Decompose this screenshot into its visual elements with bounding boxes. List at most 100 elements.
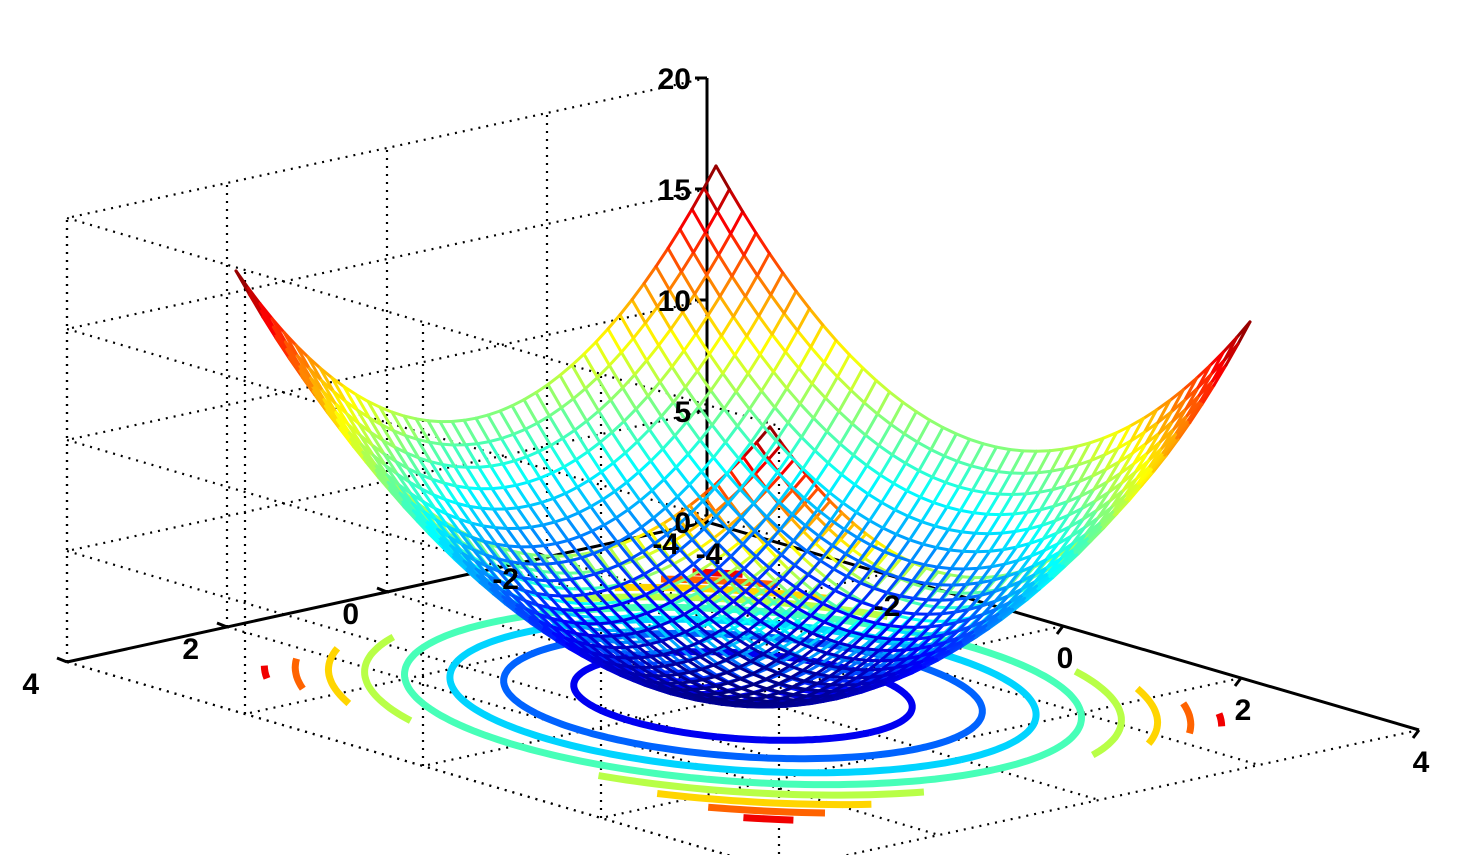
mesh-segment bbox=[610, 419, 626, 434]
mesh-segment bbox=[876, 636, 893, 641]
mesh-segment bbox=[595, 550, 610, 570]
mesh-segment bbox=[828, 491, 845, 505]
mesh-segment bbox=[554, 542, 571, 563]
mesh-segment bbox=[513, 455, 529, 463]
mesh-segment bbox=[783, 619, 800, 633]
mesh-segment bbox=[746, 619, 762, 632]
mesh-segment bbox=[1061, 445, 1078, 451]
mesh-segment bbox=[630, 572, 646, 582]
mesh-segment bbox=[836, 613, 852, 629]
mesh-segment bbox=[393, 445, 410, 470]
mesh-segment bbox=[868, 519, 885, 530]
mesh-segment bbox=[585, 419, 602, 444]
mesh-segment bbox=[1000, 530, 1017, 535]
mesh-segment bbox=[698, 655, 716, 667]
mesh-segment bbox=[617, 563, 634, 582]
mesh-segment bbox=[826, 655, 842, 668]
mesh-segment bbox=[582, 591, 598, 597]
mesh-segment bbox=[493, 526, 509, 530]
mesh-segment bbox=[874, 608, 890, 625]
mesh-segment bbox=[645, 611, 662, 628]
mesh-segment bbox=[660, 635, 675, 643]
grid-line bbox=[66, 409, 708, 553]
mesh-segment bbox=[802, 496, 819, 512]
mesh-segment bbox=[797, 625, 814, 635]
mesh-segment bbox=[921, 542, 938, 550]
mesh-segment bbox=[789, 676, 806, 683]
mesh-segment bbox=[841, 668, 857, 680]
mesh-segment bbox=[744, 589, 761, 604]
mesh-segment bbox=[558, 594, 575, 612]
mesh-segment bbox=[700, 456, 715, 474]
mesh-segment bbox=[972, 511, 989, 516]
mesh-segment bbox=[1156, 398, 1172, 424]
mesh-segment bbox=[845, 574, 862, 585]
mesh-segment bbox=[909, 542, 925, 563]
mesh-segment bbox=[815, 499, 832, 519]
mesh-segment bbox=[1008, 448, 1025, 453]
mesh-segment bbox=[578, 534, 595, 556]
mesh-segment bbox=[769, 271, 785, 297]
mesh-segment bbox=[722, 636, 738, 647]
mesh-segment bbox=[508, 560, 525, 580]
mesh-segment bbox=[626, 508, 643, 529]
mesh-segment bbox=[1024, 490, 1041, 496]
mesh-segment bbox=[784, 350, 801, 370]
mesh-segment bbox=[538, 471, 554, 480]
mesh-segment bbox=[628, 525, 643, 537]
contour-line bbox=[446, 615, 1040, 777]
mesh-segment bbox=[749, 441, 766, 460]
mesh-segment bbox=[645, 359, 662, 384]
mesh-segment bbox=[754, 555, 771, 570]
mesh-segment bbox=[645, 606, 661, 615]
mesh-segment bbox=[865, 648, 881, 662]
mesh-segment bbox=[870, 566, 888, 575]
mesh-segment bbox=[869, 526, 885, 547]
mesh-segment bbox=[575, 478, 591, 489]
mesh-segment bbox=[1010, 492, 1028, 496]
mesh-segment bbox=[710, 407, 726, 427]
mesh-segment bbox=[800, 656, 817, 664]
mesh-segment bbox=[902, 625, 918, 641]
mesh-segment bbox=[711, 551, 728, 565]
mesh-segment bbox=[649, 653, 665, 659]
mesh-segment bbox=[673, 420, 689, 438]
mesh-segment bbox=[390, 410, 407, 437]
mesh-segment bbox=[644, 593, 661, 610]
mesh-segment bbox=[749, 652, 765, 663]
mesh-segment bbox=[761, 424, 778, 443]
mesh-segment bbox=[724, 540, 741, 555]
mesh-segment bbox=[827, 511, 844, 531]
mesh-segment bbox=[526, 476, 542, 484]
mesh-segment bbox=[730, 253, 746, 278]
mesh-segment bbox=[697, 561, 714, 573]
mesh-segment bbox=[441, 463, 457, 468]
mesh-segment bbox=[514, 550, 530, 571]
mesh-segment bbox=[920, 501, 936, 524]
mesh-segment bbox=[776, 664, 792, 675]
mesh-segment bbox=[1040, 504, 1056, 527]
mesh-segment bbox=[772, 350, 787, 374]
mesh-segment bbox=[670, 349, 686, 369]
mesh-segment bbox=[716, 541, 733, 558]
contour-line bbox=[1180, 701, 1195, 735]
mesh-segment bbox=[521, 576, 538, 595]
mesh-segment bbox=[1037, 488, 1054, 494]
mesh-segment bbox=[760, 579, 777, 593]
mesh-segment bbox=[784, 610, 800, 623]
mesh-segment bbox=[674, 662, 692, 674]
mesh-segment bbox=[510, 398, 526, 408]
mesh-segment bbox=[704, 653, 720, 666]
mesh-segment bbox=[648, 639, 663, 646]
mesh-segment bbox=[829, 501, 845, 522]
mesh-segment bbox=[734, 636, 752, 649]
mesh-segment bbox=[737, 457, 754, 476]
mesh-segment bbox=[998, 512, 1016, 517]
mesh-segment bbox=[481, 524, 498, 546]
mesh-segment bbox=[821, 602, 838, 612]
mesh-segment bbox=[724, 652, 740, 662]
mesh-segment bbox=[812, 416, 829, 433]
mesh-segment bbox=[439, 442, 457, 468]
mesh-segment bbox=[644, 587, 659, 597]
mesh-segment bbox=[801, 515, 819, 533]
